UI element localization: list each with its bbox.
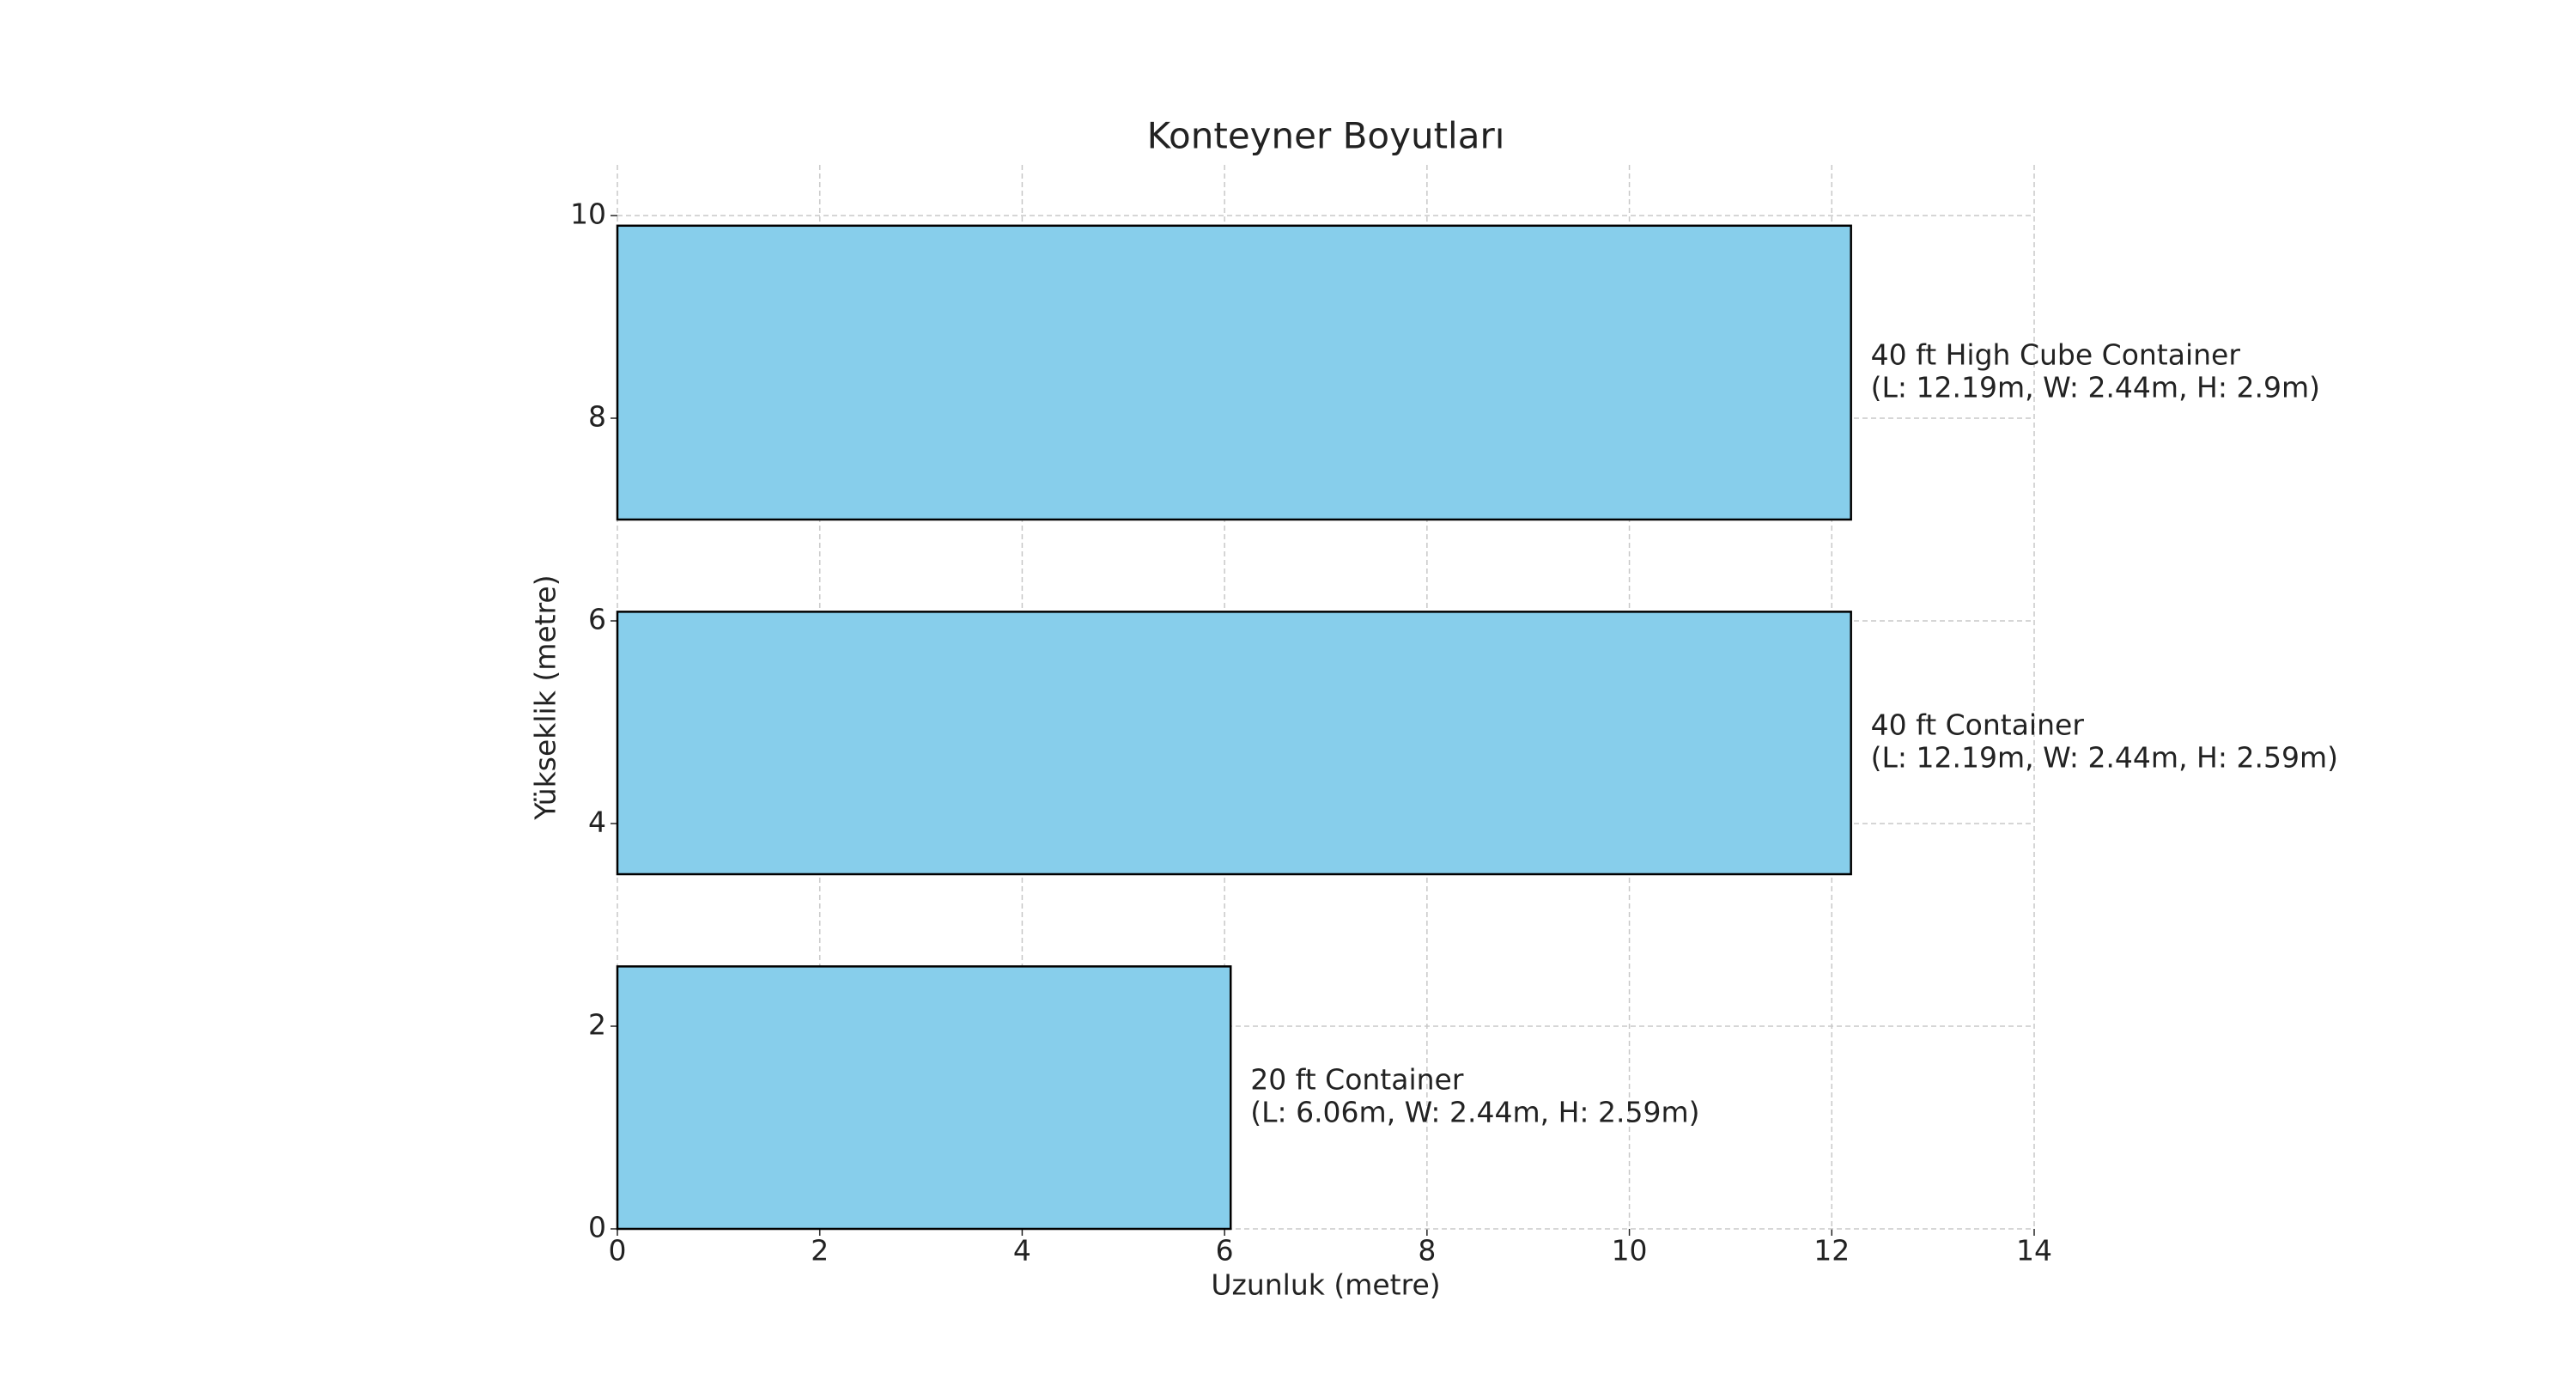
y-axis-label: Yükseklik (metre) <box>529 575 562 820</box>
chart-title: Konteyner Boyutları <box>1147 115 1505 157</box>
bar-annotation: (L: 12.19m, W: 2.44m, H: 2.9m) <box>1871 370 2320 404</box>
x-tick-label: 14 <box>2016 1234 2052 1268</box>
bar-annotation: (L: 6.06m, W: 2.44m, H: 2.59m) <box>1250 1096 1699 1129</box>
x-tick-label: 8 <box>1418 1234 1436 1268</box>
x-tick-label: 2 <box>811 1234 829 1268</box>
x-tick-label: 4 <box>1013 1234 1031 1268</box>
y-tick-label: 2 <box>588 1008 606 1042</box>
bar-annotation: 40 ft Container <box>1871 708 2085 742</box>
bar-annotation: (L: 12.19m, W: 2.44m, H: 2.59m) <box>1871 741 2338 775</box>
container-bar <box>616 611 1852 876</box>
x-tick-label: 12 <box>1814 1234 1850 1268</box>
bar-annotation: 40 ft High Cube Container <box>1871 337 2241 371</box>
y-tick-label: 0 <box>588 1211 606 1244</box>
x-axis-label: Uzunluk (metre) <box>1211 1268 1440 1302</box>
x-tick-label: 6 <box>1216 1234 1234 1268</box>
container-bar <box>616 965 1232 1231</box>
y-tick-label: 10 <box>570 198 606 231</box>
y-tick-label: 8 <box>588 400 606 434</box>
container-bar <box>616 224 1852 521</box>
y-tick-label: 6 <box>588 603 606 636</box>
bar-annotation: 20 ft Container <box>1250 1063 1464 1097</box>
x-tick-label: 0 <box>609 1234 627 1268</box>
x-tick-label: 10 <box>1612 1234 1648 1268</box>
y-tick-label: 4 <box>588 806 606 839</box>
